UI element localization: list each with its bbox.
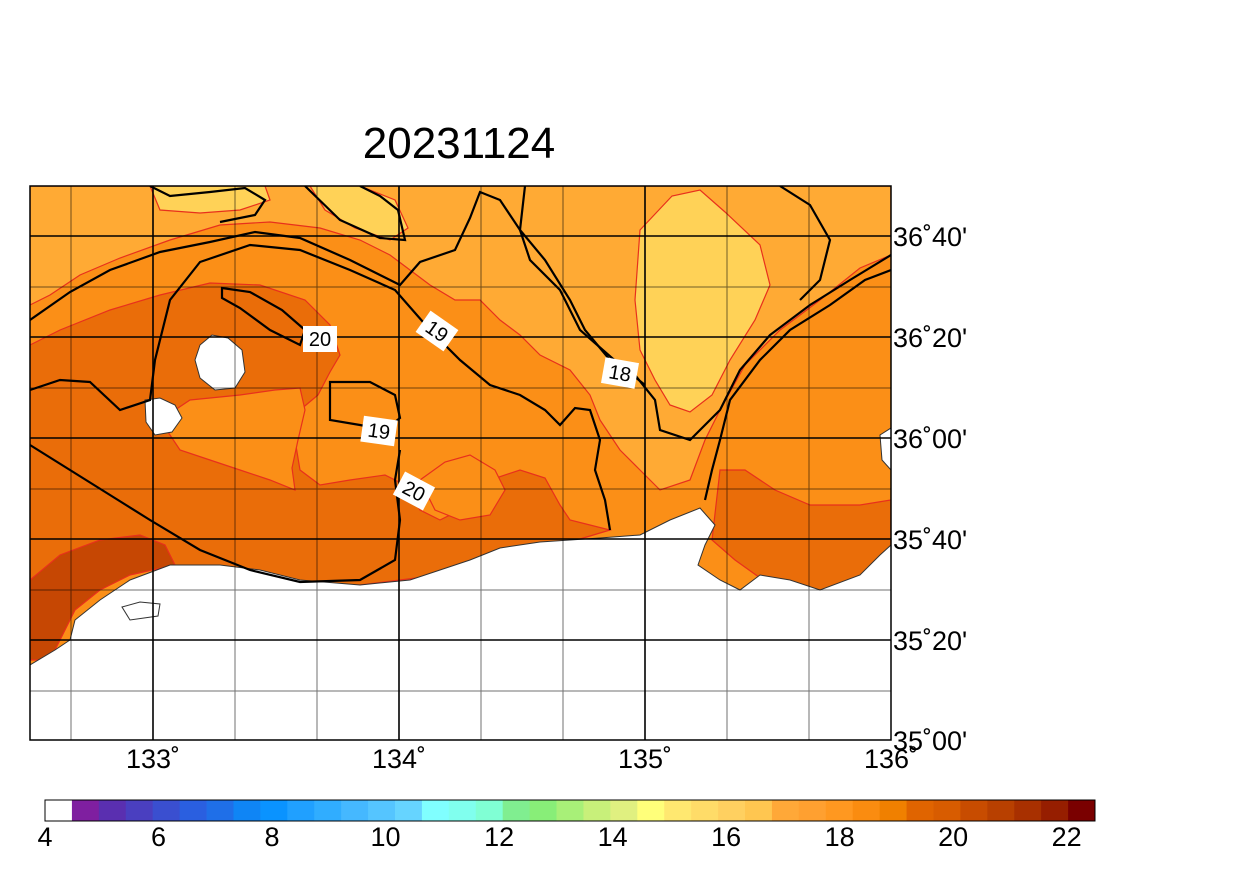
- colorbar-swatch: [71, 800, 100, 821]
- contour-label: 18: [601, 357, 639, 389]
- colorbar-swatch: [745, 800, 773, 821]
- oki-island-small: [144, 397, 183, 436]
- island-south: [121, 601, 161, 621]
- band-19-20-east: [711, 469, 891, 601]
- colorbar-swatch: [260, 800, 288, 821]
- longitude-axis: 133˚ 134˚ 135˚ 136˚: [126, 744, 918, 774]
- colorbar-swatch: [637, 800, 665, 821]
- svg-text:19: 19: [366, 420, 391, 445]
- colorbar-swatch: [1068, 800, 1096, 821]
- colorbar-label: 6: [151, 822, 166, 852]
- colorbar: 4 6 8 10 12 14 16 18 20 22: [37, 799, 1096, 852]
- contour-19-east: [703, 268, 891, 501]
- svg-text:18: 18: [607, 361, 633, 387]
- colorbar-swatch: [502, 800, 531, 821]
- contour-20-a: [220, 286, 307, 347]
- colorbar-frame: [44, 799, 1096, 822]
- colorbar-swatch: [233, 800, 261, 821]
- colorbar-swatch: [395, 800, 423, 821]
- svg-text:20: 20: [309, 329, 331, 351]
- lat-tick-label: 36˚40': [893, 222, 967, 252]
- land: [30, 507, 891, 740]
- colorbar-swatch: [421, 800, 450, 821]
- colorbar-label: 22: [1052, 822, 1082, 852]
- colorbar-swatch: [960, 800, 988, 821]
- map-title: 20231124: [363, 119, 556, 168]
- colorbar-label: 16: [711, 822, 741, 852]
- colorbar-swatch: [125, 800, 154, 821]
- fine-grid: [30, 186, 891, 740]
- colorbar-swatch: [906, 800, 934, 821]
- colorbar-swatch: [152, 800, 181, 821]
- colorbar-label: 10: [370, 822, 400, 852]
- map-frame: [29, 185, 892, 741]
- colorbar-swatch: [664, 800, 692, 821]
- colorbar-swatch: [718, 800, 746, 821]
- latitude-axis: 36˚40' 36˚20' 36˚00' 35˚40' 35˚20' 35˚00…: [893, 222, 967, 756]
- colorbar-swatch: [879, 800, 907, 821]
- lat-tick-label: 35˚40': [893, 525, 967, 555]
- lat-tick-label: 36˚00': [893, 424, 967, 454]
- colorbar-swatch: [475, 800, 504, 821]
- colorbar-swatch: [368, 800, 396, 821]
- contour-17-nw: [149, 186, 267, 224]
- colorbar-swatch: [287, 800, 315, 821]
- colorbar-swatch: [933, 800, 961, 821]
- lat-tick-label: 36˚20': [893, 323, 967, 353]
- lat-tick-label: 35˚00': [893, 726, 967, 756]
- colorbar-swatch: [556, 800, 584, 821]
- colorbar-swatch: [583, 800, 611, 821]
- colorbar-swatch: [1014, 800, 1042, 821]
- colorbar-swatch: [691, 800, 719, 821]
- colorbar-swatch: [45, 800, 73, 821]
- band-18-19-se: [419, 454, 506, 521]
- lon-tick-label: 136˚: [864, 744, 918, 774]
- colorbar-label: 8: [264, 822, 279, 852]
- colorbar-label: 4: [37, 822, 52, 852]
- colorbar-swatch: [529, 800, 557, 821]
- colorbar-swatch: [98, 800, 127, 821]
- sst-field: [30, 186, 891, 740]
- colorbar-swatch: [179, 800, 207, 821]
- lon-tick-label: 135˚: [618, 744, 672, 774]
- lon-tick-label: 134˚: [372, 744, 426, 774]
- colorbar-swatch: [610, 800, 638, 821]
- colorbar-label: 20: [938, 822, 968, 852]
- colorbar-swatch: [987, 800, 1015, 821]
- colorbar-swatch: [825, 800, 854, 821]
- colorbar-swatch: [771, 800, 800, 821]
- colorbar-label: 18: [825, 822, 855, 852]
- major-grid: [30, 186, 891, 740]
- colorbar-swatch: [798, 800, 827, 821]
- colorbar-swatch: [314, 800, 342, 821]
- contour-label: 19: [360, 415, 398, 447]
- colorbar-swatch: [448, 800, 477, 821]
- colorbar-swatch: [1041, 800, 1069, 821]
- band-16-17-nw: [149, 186, 271, 214]
- lat-tick-label: 35˚20': [893, 626, 967, 656]
- contour-17-north: [304, 186, 407, 242]
- contour-label: 20: [303, 326, 337, 352]
- colorbar-swatch: [206, 800, 234, 821]
- contour-19-a: [30, 243, 612, 531]
- colorbar-swatch: [341, 800, 369, 821]
- colorbar-label: 12: [484, 822, 514, 852]
- colorbar-label: 14: [598, 822, 628, 852]
- band-18-19-inner: [159, 387, 306, 491]
- lon-tick-label: 133˚: [126, 744, 180, 774]
- colorbar-swatch: [852, 800, 881, 821]
